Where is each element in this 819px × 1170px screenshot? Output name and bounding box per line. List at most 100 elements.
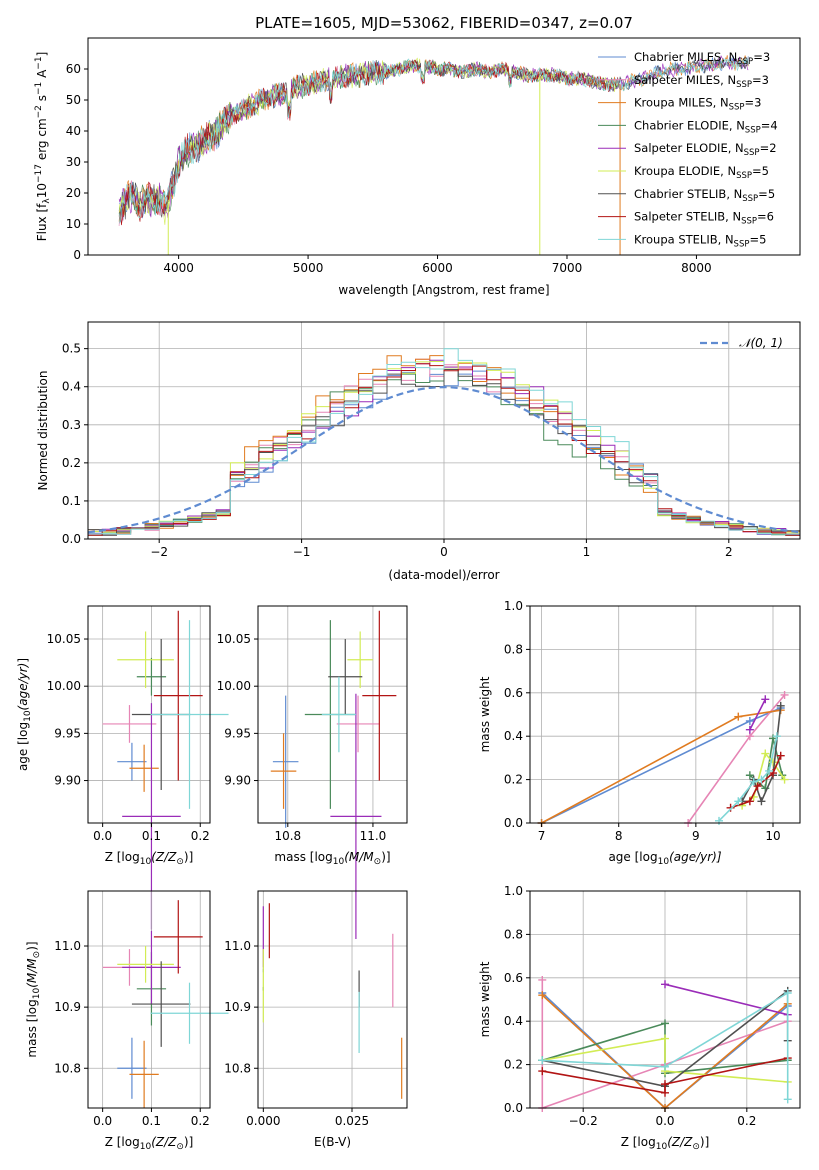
x-tick-label: 1 [583,545,591,559]
xlabel-part: (age/yr)] [669,850,722,864]
weight-marker [776,701,785,710]
legend-nssp: 3 [754,96,761,110]
weight-marker [538,1056,547,1065]
weight-line [664,983,788,1016]
xlabel-sub: 10 [333,857,345,867]
weight-series [538,988,792,1104]
legend-label: Chabrier STELIB, NSSP=5 [634,187,775,204]
x-tick-label: 7 [538,829,546,843]
legend-sub: SSP [742,194,758,204]
x-tick-label: 0 [440,545,448,559]
legend-label: Chabrier ELODIE, NSSP=4 [634,118,778,135]
xlabel-part: Z [log [621,1135,656,1149]
legend-nssp: 6 [767,210,774,224]
axes-frame [529,605,801,824]
legend-series-name: Chabrier STELIB [634,187,726,201]
xlabel-part: (M/M [344,850,374,864]
weight-marker [661,1062,669,1071]
legend-nssp: 5 [762,164,769,178]
normal-curve [87,385,801,534]
y-axis-label: Normed distribution [36,371,50,491]
xlabel-sub: 10 [658,857,670,867]
legend-n: N [727,73,736,87]
x-tick-label: 2 [725,545,733,559]
y-tick-label: 60 [66,62,81,76]
x-tick-label: 0.1 [142,829,161,843]
xlabel-sub: 10 [656,1142,668,1152]
x-tick-label: 10 [765,829,780,843]
legend-n: N [729,50,738,64]
panel-age_vs_mass: 10.8 11.0 9.90 9.95 10.00 10.05 mass [log10(M/… [217,605,408,940]
legend-label: Kroupa STELIB, NSSP=5 [634,232,766,249]
sun-symbol: ⊙ [176,857,184,867]
weight-marker [661,1088,669,1097]
y-tick-label: 20 [66,186,81,200]
legend-label: Chabrier MILES, NSSP=3 [634,50,770,67]
spectrum-line [118,59,619,226]
y-axis-label: mass weight [478,676,492,752]
x-tick-label: 8000 [681,261,712,275]
legend-sub: SSP [729,103,745,113]
weight-series [745,695,770,734]
y-tick-label: 0 [73,248,81,262]
plot-area-age_vs_Z [102,610,229,930]
weight-line [718,736,778,822]
y-tick-label: 0.4 [62,380,81,394]
legend-series-name: Salpeter STELIB [634,210,725,224]
ylabel-part: )] [25,941,39,950]
y-tick-label: 0.5 [62,342,81,356]
errorbar-point [122,930,181,1005]
legend-sep: , [720,73,727,87]
axes-frame [257,605,408,824]
errorbar-point [117,742,147,781]
y-label-part: Flux [f [35,203,49,241]
weight-series [537,706,785,827]
legend-label: 𝒩(0, 1) [739,336,783,350]
legend-nssp: 5 [759,232,766,246]
xlabel-part: (Z/Z [151,1135,177,1149]
weight-marker [776,751,785,760]
y-tick-label: 0.0 [504,816,523,830]
xlabel-part: Z [log [105,1135,140,1149]
spectrum-line [118,57,749,224]
xlabel-part: )] [700,1135,709,1149]
errorbar-point [117,631,174,689]
legend-label: Kroupa ELODIE, NSSP=5 [634,164,769,181]
weight-marker [726,803,735,812]
weight-marker [757,797,766,806]
y-tick-label: 0.0 [504,1101,523,1115]
y-tick-label: 50 [66,93,81,107]
y-tick-label: 0.0 [62,532,81,546]
errorbar-point [150,982,229,1044]
errorbar-point [270,733,297,809]
xlabel-part: (Z/Z [667,1135,693,1149]
y-label-part: A [35,69,49,82]
legend-nssp: 2 [769,141,776,155]
weight-marker [761,749,770,758]
errorbar-point [117,1037,147,1099]
sun-symbol: ⊙ [692,1142,700,1152]
y-tick-label: 10.05 [47,632,81,646]
weight-marker [783,988,792,997]
weight-marker [661,1019,669,1028]
y-tick-label: 1.0 [504,884,523,898]
y-tick-label: 0.3 [62,418,81,432]
ylabel-part: (M/M [25,958,39,988]
y-label-part: −2 [34,105,44,118]
weight-marker [772,732,781,741]
x-axis-label: E(B-V) [314,1135,351,1149]
weight-marker [745,725,754,734]
y-tick-label: 40 [66,124,81,138]
x-tick-label: 4000 [163,261,194,275]
weight-marker [538,1067,547,1076]
legend-n: N [736,118,745,132]
y-tick-label: 0.4 [504,1014,523,1028]
ylabel-part: ] [16,658,30,663]
y-tick-label: 11.0 [224,939,251,953]
xlabel-part: )] [184,850,193,864]
legend-eq: = [758,187,768,201]
xlabel-part: mass [log [274,850,332,864]
errorbar-point [347,631,373,689]
